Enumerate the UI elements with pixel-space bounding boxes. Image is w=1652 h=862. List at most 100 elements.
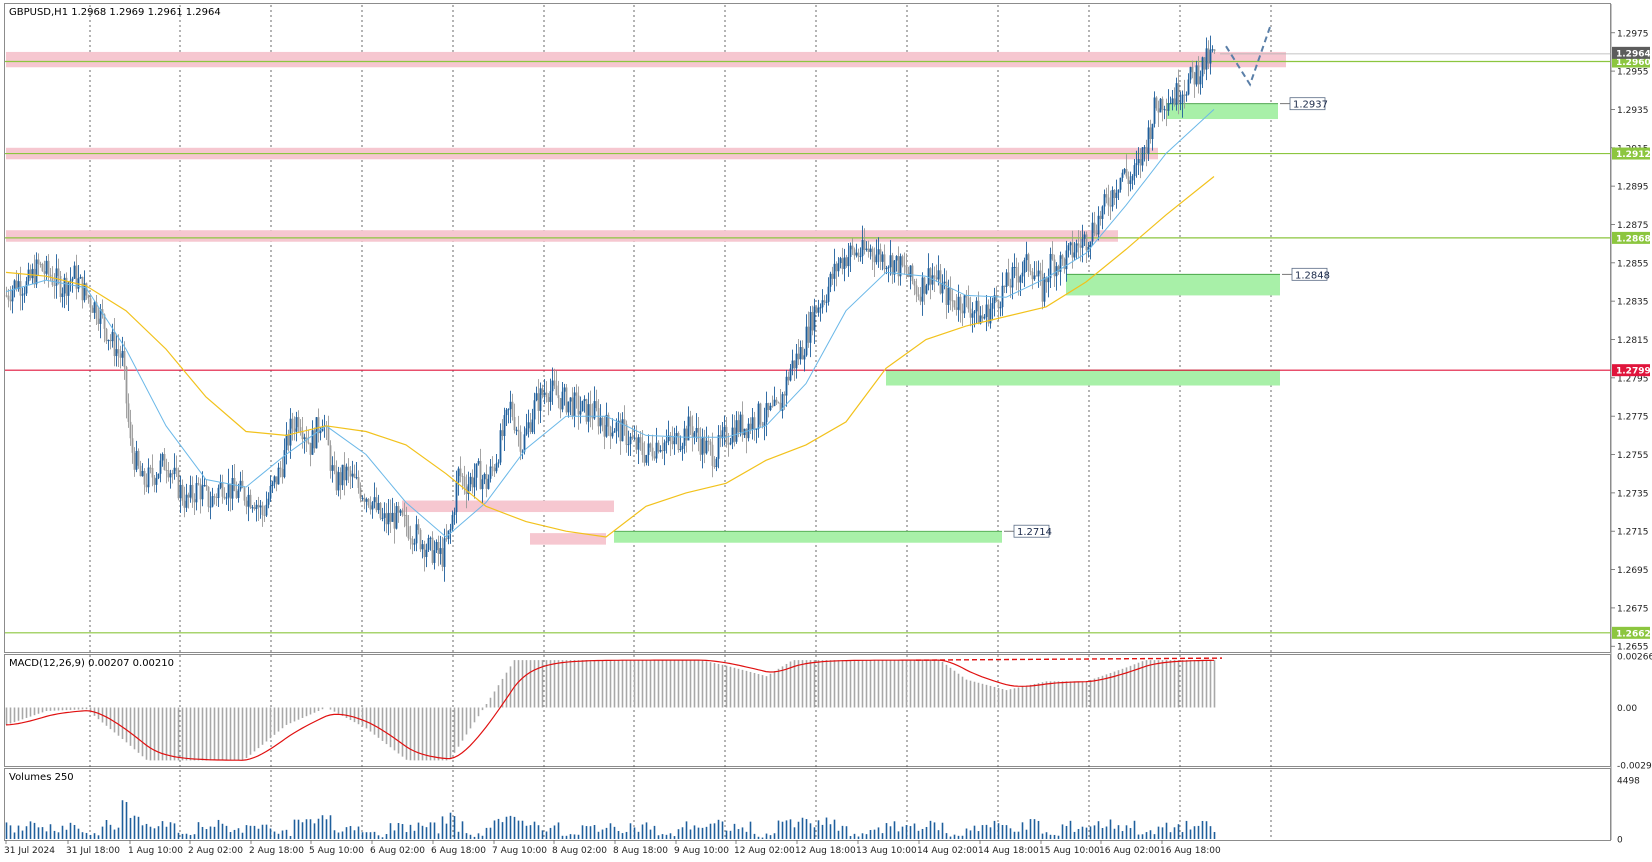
candle-bull: [1185, 94, 1188, 96]
candle-bear: [403, 514, 406, 516]
candle-bull: [983, 317, 986, 319]
candle-bear: [123, 350, 126, 368]
candle-bull: [155, 478, 158, 485]
candle-bull: [975, 300, 978, 312]
candle-bear: [57, 268, 60, 276]
candle-bear: [911, 265, 914, 282]
candle-bull: [869, 248, 872, 252]
candle-bear: [119, 353, 122, 358]
candle-bull: [371, 502, 374, 510]
candle-bull: [993, 295, 996, 304]
x-tick-label: 14 Aug 18:00: [978, 846, 1039, 856]
candle-bear: [1165, 109, 1168, 111]
candle-bear: [309, 442, 312, 455]
candle-bull: [387, 512, 390, 525]
candle-bull: [681, 445, 684, 449]
candle-bull: [1011, 267, 1014, 288]
candle-bear: [1029, 270, 1032, 272]
candle-bull: [1179, 102, 1182, 105]
candle-bull: [227, 483, 230, 498]
candle-bull: [809, 312, 812, 343]
candle-bull: [247, 494, 250, 507]
candle-bear: [707, 440, 710, 442]
candle-bull: [1135, 163, 1138, 166]
candle-bear: [653, 456, 656, 459]
candle-bull: [283, 450, 286, 478]
candle-bull: [457, 468, 460, 483]
candle-bear: [103, 314, 106, 329]
candle-bull: [1073, 252, 1076, 258]
candle-bull: [833, 263, 836, 279]
candle-bear: [641, 442, 644, 455]
candle-bear: [347, 466, 350, 471]
candle-bull: [211, 496, 214, 507]
candle-bull: [93, 302, 96, 313]
y-tick-label: 1.2895: [1617, 183, 1649, 193]
candle-bear: [407, 526, 410, 539]
candle-bear: [905, 265, 908, 273]
candle-bear: [229, 483, 232, 499]
candle-bull: [267, 498, 270, 505]
candle-bear: [339, 472, 342, 486]
candle-bull: [859, 256, 862, 258]
candle-bull: [735, 420, 738, 442]
candle-bull: [803, 355, 806, 360]
candle-bear: [7, 295, 10, 300]
candle-bull: [979, 315, 982, 324]
candle-bear: [65, 277, 68, 296]
candle-bear: [719, 435, 722, 439]
candle-bear: [405, 514, 408, 527]
candle-bull: [893, 260, 896, 275]
candle-bull: [147, 467, 150, 488]
candle-bull: [499, 430, 502, 463]
candle-bull: [377, 502, 380, 511]
candle-bear: [163, 454, 166, 470]
candle-bull: [1075, 243, 1078, 253]
resistance-zone: [402, 500, 614, 513]
candle-bear: [41, 264, 44, 272]
candle-bull: [55, 268, 58, 286]
candle-bull: [569, 397, 572, 402]
level-price-badge: [1612, 147, 1650, 160]
candle-bull: [265, 504, 268, 516]
candle-bull: [195, 483, 198, 503]
candle-bull: [395, 506, 398, 529]
candle-bear: [1183, 94, 1186, 96]
candle-bear: [961, 310, 964, 314]
candle-bear: [49, 274, 52, 278]
candle-bull: [341, 464, 344, 486]
level-price-badge-text: 1.2868: [1616, 234, 1651, 244]
candle-bear: [307, 442, 310, 444]
candle-bear: [685, 428, 688, 441]
candle-bear: [197, 483, 200, 485]
current-price-badge: [1612, 46, 1650, 59]
candle-bear: [965, 295, 968, 298]
candle-bull: [535, 393, 538, 401]
y-tick-label: 1.2755: [1617, 451, 1649, 461]
y-tick-label: 1.2835: [1617, 298, 1649, 308]
ema-fast-line: [5, 109, 1215, 538]
candle-bear: [317, 417, 320, 434]
candle-bull: [1187, 79, 1190, 95]
candle-bear: [651, 447, 654, 457]
candle-bull: [473, 477, 476, 488]
x-tick-label: 15 Aug 10:00: [1039, 846, 1100, 856]
candle-bear: [883, 254, 886, 270]
candle-bull: [849, 245, 852, 257]
candle-bull: [61, 293, 64, 297]
candle-bear: [359, 487, 362, 499]
candle-bear: [923, 277, 926, 294]
candle-bear: [1149, 127, 1152, 140]
zone-label-box: [1289, 97, 1326, 111]
candle-bear: [397, 506, 400, 513]
macd-signal-line: [5, 659, 1215, 761]
candle-bear: [1191, 66, 1194, 73]
candle-bear: [677, 433, 680, 450]
candle-bear: [557, 395, 560, 399]
candle-bull: [687, 416, 690, 441]
candle-bear: [1035, 275, 1038, 277]
candle-bull: [497, 462, 500, 464]
candle-bear: [479, 460, 482, 490]
candle-bull: [599, 417, 602, 427]
